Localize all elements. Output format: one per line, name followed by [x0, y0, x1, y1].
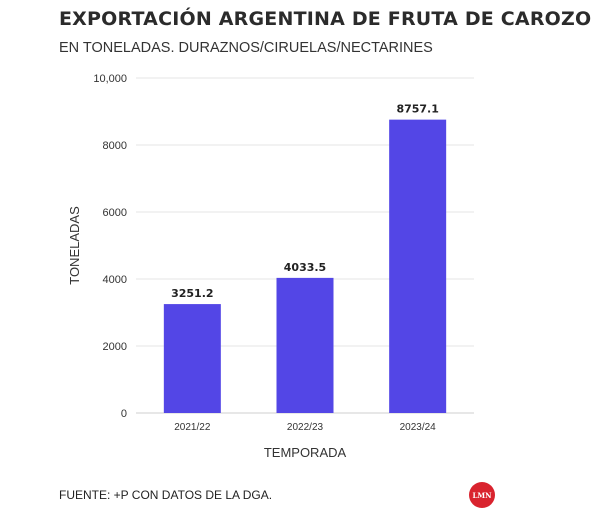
x-tick-label: 2023/24 — [400, 422, 437, 433]
y-tick-label: 10,000 — [93, 73, 127, 85]
lmn-logo: LMN — [469, 482, 495, 508]
chart-subtitle: EN TONELADAS. DURAZNOS/CIRUELAS/NECTARIN… — [59, 40, 433, 56]
y-tick-label: 8000 — [103, 140, 127, 152]
x-axis-title: TEMPORADA — [264, 445, 347, 460]
bar — [276, 277, 334, 413]
y-tick-label: 4000 — [103, 274, 127, 286]
data-label: 8757.1 — [396, 103, 438, 116]
bar — [163, 304, 221, 413]
source-note: FUENTE: +P CON DATOS DE LA DGA. — [59, 488, 273, 502]
y-tick-label: 0 — [121, 408, 127, 420]
y-tick-label: 2000 — [103, 341, 127, 353]
chart-title: EXPORTACIÓN ARGENTINA DE FRUTA DE CAROZO — [59, 8, 592, 30]
bar — [389, 119, 447, 414]
data-label: 4033.5 — [284, 261, 326, 274]
x-tick-label: 2022/23 — [287, 422, 324, 433]
y-tick-label: 6000 — [103, 207, 127, 219]
x-tick-label: 2021/22 — [174, 422, 211, 433]
data-label: 3251.2 — [171, 287, 213, 300]
y-axis-title: TONELADAS — [67, 206, 82, 285]
